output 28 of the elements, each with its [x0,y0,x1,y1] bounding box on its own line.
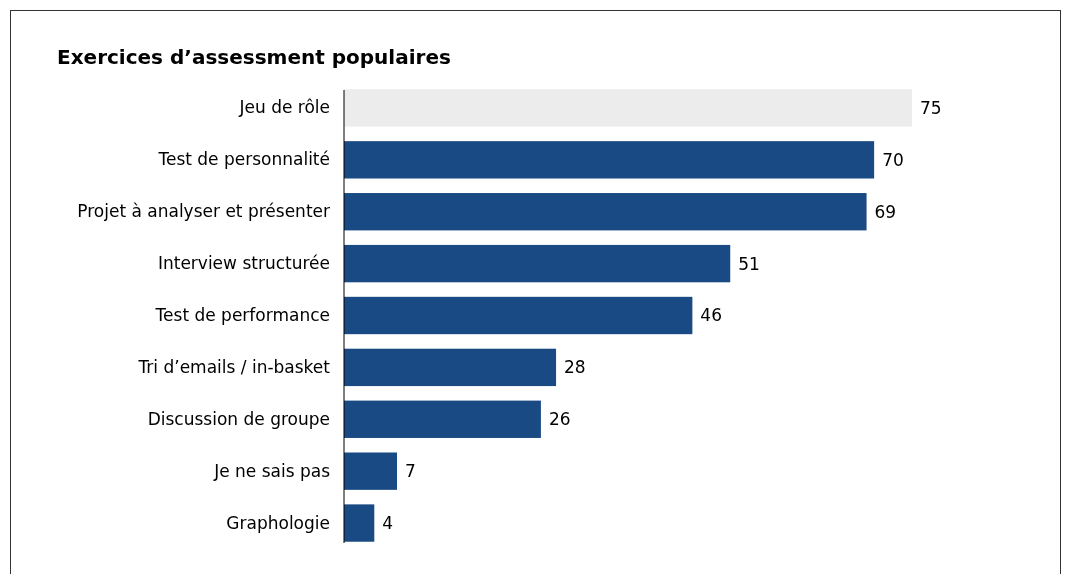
data-label: 75 [920,97,942,118]
bar [344,193,867,231]
bar [344,348,557,387]
y-tick-label: Tri d’emails / in-basket [137,356,331,377]
data-label: 28 [564,357,586,378]
bar [344,244,731,283]
bar [344,89,912,127]
bar [344,141,875,179]
data-label: 46 [700,305,723,326]
y-tick-label: Test de performance [154,304,330,325]
data-label: 70 [882,149,904,170]
chart-title: Exercices d’assessment populaires [57,45,451,69]
bar [344,504,375,542]
y-tick-label: Graphologie [226,512,330,533]
data-label: 69 [874,201,897,222]
data-label: 51 [738,253,760,274]
bar [344,296,693,335]
bar [344,400,541,438]
y-tick-label: Test de personnalité [157,149,330,170]
data-label: 26 [548,409,571,430]
y-tick-label: Discussion de groupe [147,408,330,429]
y-tick-label: Interview structurée [157,253,330,274]
data-label: 4 [382,513,394,534]
bar [344,452,398,490]
y-tick-label: Projet à analyser et présenter [77,201,330,222]
y-tick-label: Jeu de rôle [238,97,330,118]
data-label: 7 [405,461,416,482]
y-tick-label: Je ne sais pas [213,460,331,481]
